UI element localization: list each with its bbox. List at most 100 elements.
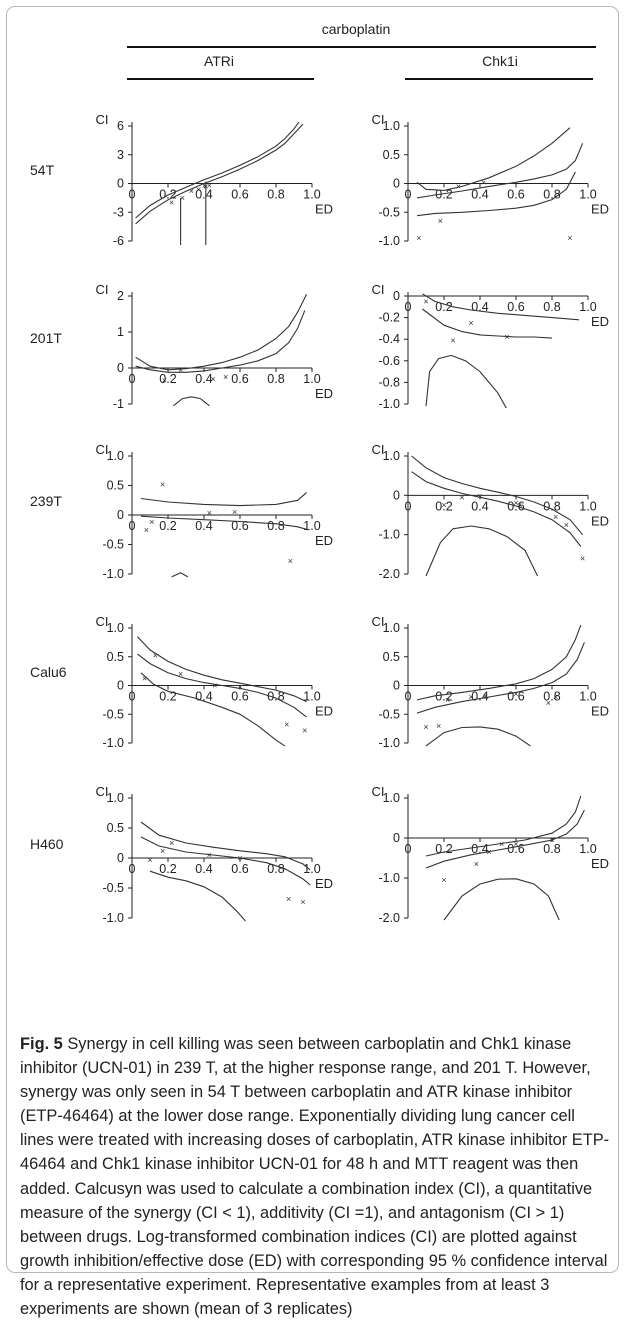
- x-axis-label: ED: [591, 856, 609, 871]
- data-marker: ×: [549, 835, 554, 845]
- x-axis-label: ED: [591, 513, 609, 528]
- y-tick-label: -1.0: [378, 871, 400, 885]
- x-tick-label: 1.0: [579, 499, 596, 513]
- data-marker: ×: [423, 296, 428, 306]
- series-line-ci-upper: [135, 122, 300, 219]
- plot-area: [132, 296, 312, 404]
- y-tick-label: 0.5: [107, 650, 124, 664]
- caption-label: Fig. 5: [20, 1035, 63, 1053]
- y-axis-label: CI: [372, 784, 385, 799]
- row-label-239t: 239T: [30, 493, 62, 510]
- data-marker: ×: [416, 233, 421, 243]
- series-group: [135, 122, 304, 245]
- y-tick-label: 0.5: [107, 479, 124, 493]
- series-line-ci-upper: [137, 636, 307, 703]
- x-tick-label: 1.0: [579, 188, 596, 202]
- data-marker: ×: [513, 498, 518, 508]
- x-tick-label: 0.6: [507, 300, 524, 314]
- x-tick-label: 0.6: [231, 519, 248, 533]
- x-tick-label: 0: [405, 690, 412, 704]
- row-label-201t: 201T: [30, 329, 62, 346]
- x-tick-label: 0.2: [435, 188, 452, 202]
- y-axis-label: CI: [96, 784, 109, 799]
- y-tick-label: -1.0: [378, 397, 400, 411]
- data-marker: ×: [546, 698, 551, 708]
- x-tick-label: 0.8: [543, 842, 560, 856]
- data-marker: ×: [149, 517, 154, 527]
- y-tick-label: 3: [117, 148, 124, 162]
- data-marker: ×: [237, 682, 242, 692]
- data-marker: ×: [438, 216, 443, 226]
- data-marker: ×: [567, 233, 572, 243]
- y-axis-label: CI: [372, 282, 385, 297]
- data-marker: ×: [474, 859, 479, 869]
- data-marker: ×: [302, 725, 307, 735]
- x-tick-label: 0.4: [471, 188, 488, 202]
- y-tick-label: 0: [393, 289, 400, 303]
- series-line-fit: [140, 836, 311, 886]
- y-tick-label: -1.0: [378, 736, 400, 750]
- column-label-atri: ATRi: [204, 53, 234, 69]
- y-tick-label: 0: [393, 679, 400, 693]
- data-marker: ×: [441, 500, 446, 510]
- y-tick-label: 0: [117, 679, 124, 693]
- x-tick-label: 1.0: [579, 842, 596, 856]
- series-group: [140, 492, 309, 578]
- data-marker: ×: [300, 897, 305, 907]
- data-marker: ×: [564, 520, 569, 530]
- data-marker: ×: [153, 651, 158, 661]
- y-tick-label: -0.5: [102, 881, 124, 895]
- figure-caption: Fig. 5 Synergy in cell killing was seen …: [20, 1032, 612, 1321]
- series-group: [422, 293, 580, 408]
- y-axis-label: CI: [96, 112, 109, 127]
- series-group: [425, 795, 585, 921]
- x-tick-label: 0.2: [159, 519, 176, 533]
- y-tick-label: -1.0: [378, 234, 400, 248]
- x-tick-label: 0.8: [267, 188, 284, 202]
- x-tick-label: 0: [405, 188, 412, 202]
- series-group: [411, 455, 584, 577]
- y-tick-label: -1.0: [102, 736, 124, 750]
- data-marker: ×: [441, 875, 446, 885]
- y-axis-label: CI: [96, 282, 109, 297]
- x-tick-label: 0.4: [195, 862, 212, 876]
- series-line-fit: [140, 515, 309, 531]
- x-tick-label: 0: [129, 519, 136, 533]
- x-tick-label: 0.8: [267, 372, 284, 386]
- data-marker: ×: [468, 318, 473, 328]
- series-line-ci-lower: [425, 354, 507, 408]
- data-marker: ×: [513, 689, 518, 699]
- y-tick-label: 0.5: [383, 650, 400, 664]
- x-tick-label: 0.8: [267, 862, 284, 876]
- series-line-ci-lower: [171, 572, 189, 578]
- x-tick-label: 0.2: [435, 690, 452, 704]
- data-marker: ×: [162, 376, 167, 386]
- y-tick-label: -1.0: [378, 528, 400, 542]
- chart-201t-atri: 2 1 0 -1 0 0.2 0.4 0.6 0.8 1.0 CI ED × × × ×: [96, 282, 334, 411]
- series-line-ci-upper: [416, 127, 571, 191]
- data-marker: ×: [189, 186, 194, 196]
- y-axis-label: CI: [372, 112, 385, 127]
- x-tick-label: 1.0: [303, 519, 320, 533]
- series-line-ci-lower: [425, 525, 539, 577]
- x-axis-label: ED: [315, 704, 333, 719]
- x-tick-label: 0.4: [471, 499, 488, 513]
- x-tick-label: 0.4: [471, 690, 488, 704]
- y-tick-label: -6: [113, 234, 124, 248]
- x-tick-label: 0.2: [435, 300, 452, 314]
- x-tick-label: 0.2: [159, 690, 176, 704]
- x-tick-label: 0.8: [543, 300, 560, 314]
- series-group: [416, 624, 585, 747]
- x-tick-label: 1.0: [303, 188, 320, 202]
- series-line-ci-upper: [411, 455, 584, 536]
- data-marker: ×: [468, 692, 473, 702]
- y-tick-label: 0: [117, 177, 124, 191]
- series-group: [416, 127, 584, 217]
- y-tick-label: -1.0: [102, 567, 124, 581]
- x-tick-label: 0.4: [195, 372, 212, 386]
- data-marker: ×: [196, 184, 201, 194]
